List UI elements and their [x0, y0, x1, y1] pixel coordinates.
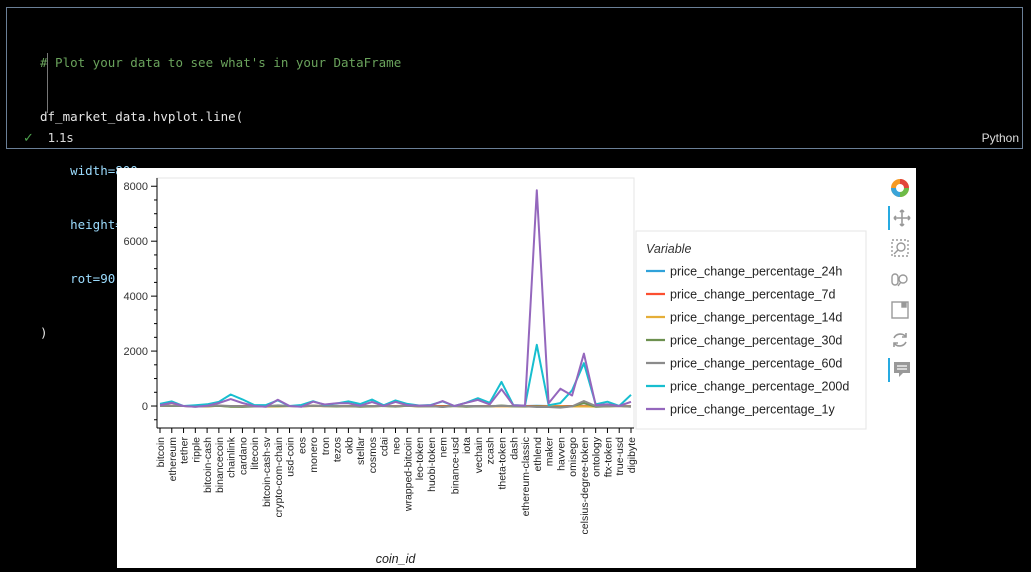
x-tick-label: bitcoin-cash	[202, 437, 214, 493]
y-tick-label: 2000	[124, 346, 148, 358]
x-tick-label: monero	[308, 437, 320, 473]
plot-output: 0 2000 4000 6000 8000 bitcoin ethereum tether ri…	[117, 168, 916, 568]
hover-icon[interactable]	[888, 358, 914, 382]
x-tick-label: zcash	[485, 437, 497, 465]
y-tick-label: 6000	[124, 236, 148, 248]
legend-label: price_change_percentage_7d	[670, 288, 835, 302]
x-tick-label: ethereum	[167, 437, 179, 482]
x-tick-label: binancecoin	[214, 437, 226, 493]
legend-label: price_change_percentage_60d	[670, 357, 842, 371]
legend-label: price_change_percentage_200d	[670, 380, 849, 394]
legend-label: price_change_percentage_1y	[670, 403, 835, 417]
y-tick-label: 8000	[124, 181, 148, 193]
x-tick-label: omisego	[567, 437, 579, 477]
line-chart[interactable]: 0 2000 4000 6000 8000 bitcoin ethereum tether ri…	[117, 168, 883, 568]
x-tick-label: eos	[296, 437, 308, 454]
x-tick-label: ripple	[190, 437, 202, 463]
x-tick-label: theta-token	[496, 437, 508, 490]
legend-label: price_change_percentage_30d	[670, 334, 842, 348]
execution-time: 1.1s	[47, 131, 74, 145]
wheel-zoom-icon[interactable]	[888, 268, 912, 292]
x-tick-label: vechain	[473, 437, 485, 473]
x-tick-label: bitcoin	[155, 437, 167, 468]
x-tick-label: neo	[391, 437, 403, 455]
x-tick-label: wrapped-bitcoin	[402, 437, 414, 512]
x-tick-label: chainlink	[226, 436, 238, 478]
code-line-rot: rot=90	[40, 271, 116, 286]
x-tick-label: litecoin	[249, 437, 261, 470]
execution-status: ✓ 1.1s	[23, 131, 73, 146]
x-axis-label: coin_id	[376, 552, 417, 566]
x-tick-label: tezos	[332, 437, 344, 462]
y-tick-label: 0	[142, 401, 148, 413]
x-tick-label: ftx-token	[602, 437, 614, 477]
x-tick-label: dash	[508, 437, 520, 460]
code-line-close: )	[40, 325, 48, 340]
x-tick-label: ethereum-classic	[520, 437, 532, 516]
series-line	[159, 343, 632, 407]
code-editor[interactable]: # Plot your data to see what's in your D…	[40, 18, 401, 378]
x-tick-label: binance-usd	[449, 437, 461, 494]
x-tick-label: ontology	[591, 436, 603, 476]
x-tick-label: digibyte	[626, 437, 638, 473]
legend-box	[635, 230, 867, 430]
x-tick-label: iota	[461, 437, 473, 454]
x-tick-label: stellar	[355, 437, 367, 466]
x-tick-label: tron	[320, 437, 332, 455]
legend-label: price_change_percentage_24h	[670, 265, 842, 279]
y-tick-label: 4000	[124, 291, 148, 303]
x-tick-label: havven	[555, 437, 567, 471]
x-tick-label: okb	[343, 437, 355, 454]
bokeh-logo-icon[interactable]	[888, 176, 912, 200]
plot-toolbar	[884, 176, 914, 386]
legend-label: price_change_percentage_14d	[670, 311, 842, 325]
x-tick-label: nem	[438, 437, 450, 458]
x-tick-label: cosmos	[367, 437, 379, 473]
indent-guide	[47, 53, 48, 113]
box-zoom-icon[interactable]	[888, 236, 912, 260]
x-tick-label: leo-token	[414, 437, 426, 480]
series-line	[159, 189, 632, 408]
x-tick-label: tether	[179, 437, 191, 464]
code-line-call: df_market_data.hvplot.line(	[40, 109, 244, 124]
series-line	[160, 400, 632, 409]
save-icon[interactable]	[888, 298, 912, 322]
plot-area	[156, 177, 635, 429]
pan-icon[interactable]	[888, 206, 914, 230]
x-tick-label: huobi-token	[426, 437, 438, 492]
x-tick-label: maker	[544, 437, 556, 467]
x-tick-label: cdai	[379, 437, 391, 456]
reset-icon[interactable]	[888, 328, 912, 352]
language-label[interactable]: Python	[981, 131, 1019, 145]
x-tick-label: true-usd	[614, 437, 626, 476]
x-tick-label: ethlend	[532, 437, 544, 472]
x-tick-label: celsius-degree-token	[579, 437, 591, 535]
x-tick-label: bitcoin-cash-sv	[261, 436, 273, 507]
x-tick-label: usd-coin	[285, 437, 297, 477]
x-tick-label: crypto-com-chain	[273, 437, 285, 518]
check-icon: ✓	[23, 131, 34, 146]
code-line-comment: # Plot your data to see what's in your D…	[40, 55, 402, 70]
legend-title: Variable	[646, 242, 691, 256]
x-tick-label: cardano	[237, 437, 249, 475]
code-cell[interactable]: # Plot your data to see what's in your D…	[6, 7, 1023, 340]
